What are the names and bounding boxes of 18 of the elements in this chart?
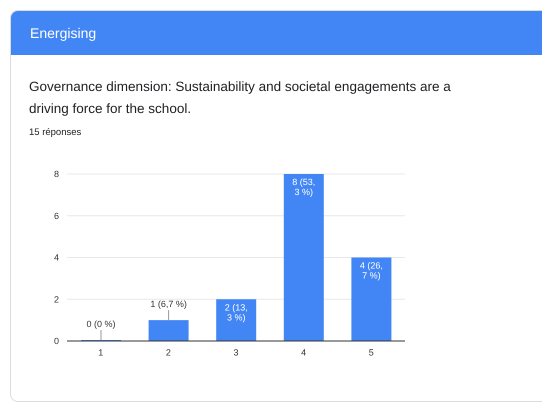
x-tick-label: 1 [98, 347, 104, 358]
y-tick-label: 2 [54, 294, 59, 304]
x-tick-label: 2 [166, 347, 171, 358]
data-label: 4 (26,7 %) [360, 260, 383, 280]
data-label: 0 (0 %) [86, 319, 116, 329]
y-tick-label: 4 [54, 252, 59, 263]
data-label: 8 (53,3 %) [292, 177, 316, 197]
text: Energising [11, 11, 542, 55]
x-tick-label: 4 [301, 347, 306, 358]
y-tick-label: 0 [54, 336, 59, 346]
x-tick-label: 3 [233, 347, 239, 358]
x-tick-label: 5 [368, 347, 374, 358]
y-tick-label: 6 [54, 210, 59, 221]
chart-subtitle: 15 réponses [29, 127, 82, 138]
y-tick-label: 8 [54, 169, 59, 180]
data-label: 2 (13,3 %) [224, 302, 248, 322]
chart-title: Governance dimension: Sustainability and societal engagements are a driving force for the school. [29, 78, 452, 118]
data-label: 1 (6,7 %) [150, 299, 187, 310]
